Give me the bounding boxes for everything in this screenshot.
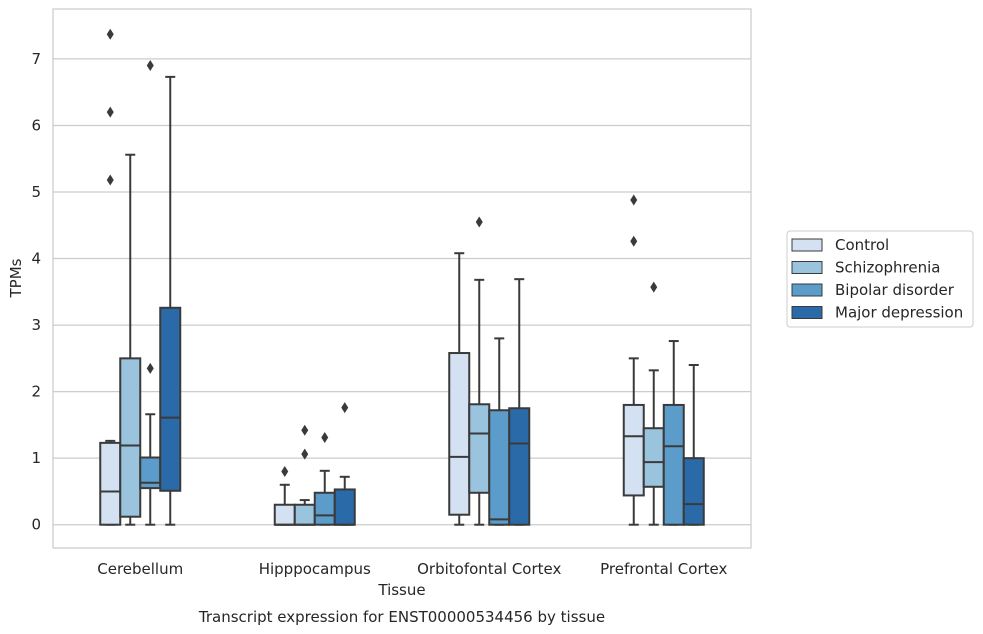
legend-swatch [791,283,823,297]
x-tick-label: Hipppocampus [259,560,371,578]
legend: Control Schizophrenia Bipolar disorder Majo… [786,230,974,328]
outlier-point [106,106,114,118]
legend-swatch [791,238,823,252]
box [682,457,705,526]
legend-label: Bipolar disorder [835,281,955,299]
outlier-point [475,216,483,228]
box [293,503,316,526]
y-tick-label: 1 [31,449,41,467]
x-tick-label: Orbitofontal Cortex [417,560,561,578]
legend-label: Schizophrenia [835,259,940,277]
box [159,306,182,492]
box [333,488,356,526]
y-tick-label: 2 [31,383,41,401]
box [448,352,471,516]
box-element [622,194,645,526]
box-element [508,278,531,526]
box [508,407,531,526]
box-element [159,75,182,526]
box [273,503,296,526]
box-element [642,281,665,526]
outlier-point [321,432,329,444]
y-tick-label: 6 [31,116,41,134]
y-tick-label: 4 [31,250,41,268]
box [99,441,122,526]
y-tick-label: 5 [31,183,41,201]
y-tick-labels: 0 1 2 3 4 5 6 7 [31,50,41,534]
x-axis-label: Tissue [377,581,425,599]
box [119,357,142,518]
legend-swatch [791,261,823,274]
legend-frame [786,230,974,328]
box-element [333,402,356,526]
category-group [99,28,182,526]
box-element [468,216,491,526]
plot-frame [52,8,752,549]
outlier-point [301,448,309,460]
x-tick-label: Prefrontal Cortex [600,560,727,578]
outlier-point [630,194,638,206]
outlier-point [650,281,658,293]
box-element [682,364,705,526]
category-group [448,216,531,526]
box-groups [99,28,705,526]
box [488,409,511,526]
box [313,491,336,526]
category-group [273,402,356,526]
box-element [662,340,685,526]
box [622,403,645,497]
outlier-point [281,465,289,477]
box-element [139,60,162,526]
y-tick-label: 0 [31,516,41,534]
box-element [99,28,122,526]
box [662,403,685,526]
outlier-point [630,235,638,247]
x-tick-labels: Cerebellum Hipppocampus Orbitofontal Corte… [97,560,727,578]
legend-label: Control [835,236,889,254]
outlier-point [146,362,154,374]
outlier-point [146,60,154,72]
outlier-point [106,174,114,186]
y-tick-label: 7 [31,50,41,68]
legend-label: Major depression [835,304,963,322]
outlier-point [341,402,349,414]
outlier-point [301,424,309,436]
box [642,427,665,488]
legend-items: Control Schizophrenia Bipolar disorder Majo… [791,236,963,322]
legend-swatch [791,306,823,319]
chart-caption: Transcript expression for ENST0000053445… [198,608,605,626]
box [468,403,491,494]
category-group [622,194,705,526]
box-element [119,153,142,526]
y-tick-label: 3 [31,316,41,334]
x-tick-label: Cerebellum [97,560,183,578]
outlier-point [106,28,114,40]
y-axis-label: TPMs [7,258,25,298]
